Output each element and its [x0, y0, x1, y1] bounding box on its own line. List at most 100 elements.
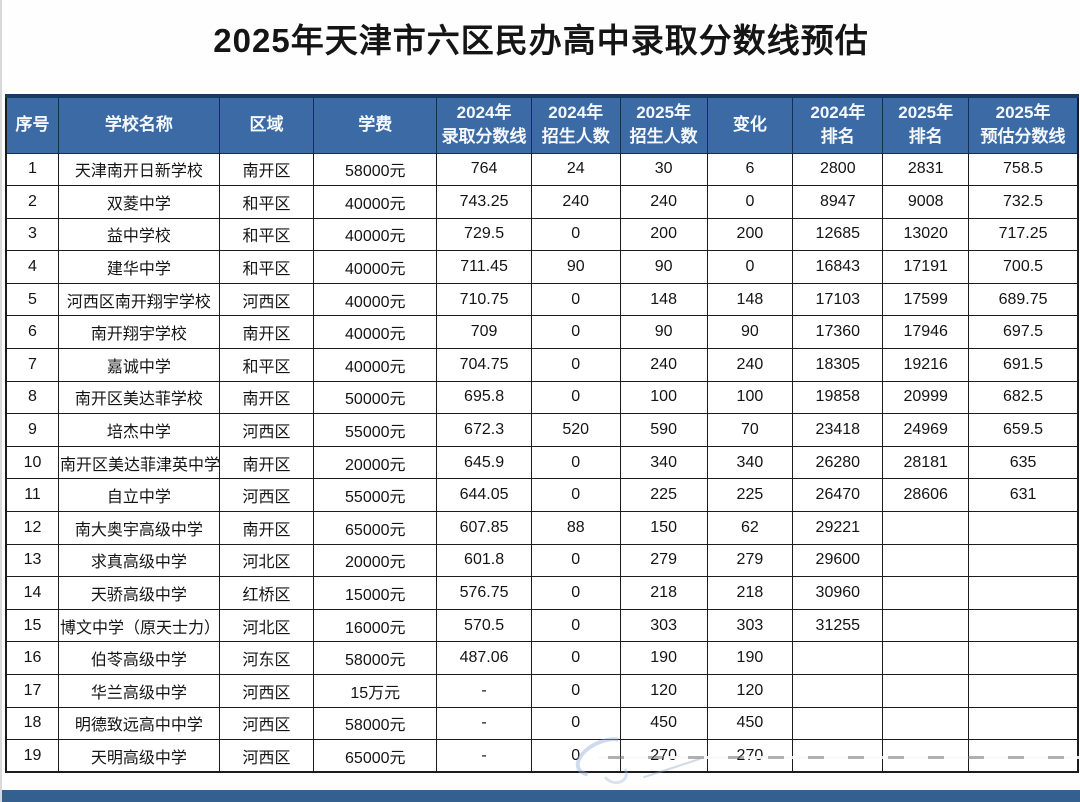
table-row: 14 天骄高级中学 红桥区 15000元 576.75 0 218 218 30960 — [5, 576, 1079, 610]
col-header-index: 序号 — [5, 94, 60, 154]
cell-rank2024: 19858 — [792, 380, 884, 415]
cell-change: 0 — [706, 250, 794, 284]
table-row: 8 南开区美达菲学校 南开区 50000元 695.8 0 100 100 19858 20999… — [5, 380, 1079, 415]
cell-enroll2025: 225 — [619, 478, 708, 513]
cell-change: 190 — [706, 641, 794, 675]
cell-fee: 50000元 — [313, 380, 438, 415]
table-row: 19 天明高级中学 河西区 65000元 -0 270 270 — [5, 739, 1079, 773]
cell-district: 河东区 — [218, 641, 315, 675]
cell-enroll2024: 0 — [530, 543, 621, 578]
cell-school: 明德致远高中中学 — [58, 706, 220, 741]
cell-enroll2024: 0 — [530, 478, 621, 513]
cell-score2024: 710.75 — [436, 282, 532, 317]
cell-score2025: 700.5 — [968, 250, 1079, 284]
cell-enroll2024: 90 — [530, 250, 621, 284]
table-row: 7 嘉诚中学 和平区 40000元 704.75 0 240 240 18305 19216 691… — [5, 348, 1079, 382]
cell-fee: 65000元 — [313, 739, 438, 773]
cell-fee: 40000元 — [313, 185, 438, 219]
cell-enroll2025: 450 — [619, 706, 708, 741]
cell-school: 建华中学 — [58, 250, 220, 284]
table-row: 18 明德致远高中中学 河西区 58000元 -0 450 450 — [5, 706, 1079, 741]
table-row: 3 益中学校 和平区 40000元 729.5 0 200 200 12685 13020 717.… — [5, 217, 1079, 252]
col-header-change: 变化 — [706, 94, 794, 154]
cell-change: 450 — [706, 706, 794, 741]
table-row: 12 南大奥宇高级中学 南开区 65000元 607.85 88 150 62 29221 — [5, 511, 1079, 545]
cell-enroll2024: 88 — [530, 511, 621, 545]
cell-rank2024: 18305 — [792, 348, 884, 382]
cell-enroll2025: 590 — [619, 413, 708, 447]
cell-score2025: 717.25 — [968, 217, 1079, 252]
table-row: 15 博文中学（原天士力） 河北区 16000元 570.5 0 303 303 31255 — [5, 608, 1079, 643]
cell-enroll2024: 0 — [530, 674, 621, 708]
cell-index: 12 — [5, 511, 60, 545]
cell-fee: 58000元 — [313, 152, 438, 187]
cell-enroll2024: 0 — [530, 315, 621, 350]
cell-index: 18 — [5, 706, 60, 741]
cell-fee: 20000元 — [313, 543, 438, 578]
cell-enroll2025: 279 — [619, 543, 708, 578]
cell-score2024: 729.5 — [436, 217, 532, 252]
cell-rank2025: 28606 — [882, 478, 970, 513]
cell-enroll2024: 24 — [530, 152, 621, 187]
cell-rank2025: 2831 — [882, 152, 970, 187]
cell-district: 河西区 — [218, 674, 315, 708]
cell-district: 河西区 — [218, 478, 315, 513]
cell-rank2024: 17103 — [792, 282, 884, 317]
cell-score2024: 695.8 — [436, 380, 532, 415]
cell-index: 19 — [5, 739, 60, 773]
cell-rank2024: 17360 — [792, 315, 884, 350]
cell-district: 河北区 — [218, 608, 315, 643]
cell-score2025: 659.5 — [968, 413, 1079, 447]
cell-index: 6 — [5, 315, 60, 350]
cell-district: 南开区 — [218, 315, 315, 350]
cell-change: 0 — [706, 185, 794, 219]
cell-score2025 — [968, 511, 1079, 545]
cell-change: 279 — [706, 543, 794, 578]
table-body: 1 天津南开日新学校 南开区 58000元 764 24 30 6 2800 2831 758.5 2… — [5, 152, 1079, 773]
cell-change: 270 — [706, 739, 794, 773]
cell-score2025: 697.5 — [968, 315, 1079, 350]
cell-rank2024: 23418 — [792, 413, 884, 447]
cell-index: 7 — [5, 348, 60, 382]
cell-change: 62 — [706, 511, 794, 545]
cell-index: 5 — [5, 282, 60, 317]
cell-enroll2025: 150 — [619, 511, 708, 545]
cell-change: 200 — [706, 217, 794, 252]
cell-district: 和平区 — [218, 348, 315, 382]
cell-fee: 20000元 — [313, 445, 438, 480]
col-header-score2025: 2025年 预估分数线 — [968, 94, 1079, 154]
cell-school: 嘉诚中学 — [58, 348, 220, 382]
cell-enroll2024: 0 — [530, 217, 621, 252]
cell-rank2025 — [882, 576, 970, 610]
table-row: 2 双菱中学 和平区 40000元 743.25 240 240 0 8947 9008 732.5 — [5, 185, 1079, 219]
cell-score2024: 743.25 — [436, 185, 532, 219]
cell-enroll2024: 240 — [530, 185, 621, 219]
cell-fee: 40000元 — [313, 315, 438, 350]
cell-index: 2 — [5, 185, 60, 219]
cell-change: 225 — [706, 478, 794, 513]
cell-district: 南开区 — [218, 152, 315, 187]
cell-score2025: 758.5 — [968, 152, 1079, 187]
cell-index: 3 — [5, 217, 60, 252]
cell-school: 天骄高级中学 — [58, 576, 220, 610]
cell-school: 南开翔宇学校 — [58, 315, 220, 350]
cell-fee: 58000元 — [313, 706, 438, 741]
cell-district: 红桥区 — [218, 576, 315, 610]
cell-school: 南大奥宇高级中学 — [58, 511, 220, 545]
cell-change: 6 — [706, 152, 794, 187]
cell-score2024: 487.06 — [436, 641, 532, 675]
cell-enroll2025: 240 — [619, 185, 708, 219]
table-row: 4 建华中学 和平区 40000元 711.45 90 90 0 16843 17191 700.5 — [5, 250, 1079, 284]
cell-fee: 40000元 — [313, 348, 438, 382]
cell-score2025 — [968, 706, 1079, 741]
score-table: 序号 学校名称 区域 学费 2024年 录取分数线 2024年 招生人数 202… — [5, 94, 1079, 774]
cell-score2025: 635 — [968, 445, 1079, 480]
cell-enroll2024: 520 — [530, 413, 621, 447]
cell-change: 218 — [706, 576, 794, 610]
table-row: 1 天津南开日新学校 南开区 58000元 764 24 30 6 2800 2831 758.5 — [5, 152, 1079, 187]
cell-change: 90 — [706, 315, 794, 350]
cell-score2024: 764 — [436, 152, 532, 187]
cell-school: 博文中学（原天士力） — [58, 608, 220, 643]
cell-score2024: 711.45 — [436, 250, 532, 284]
page-title: 2025年天津市六区民办高中录取分数线预估 — [213, 22, 869, 59]
